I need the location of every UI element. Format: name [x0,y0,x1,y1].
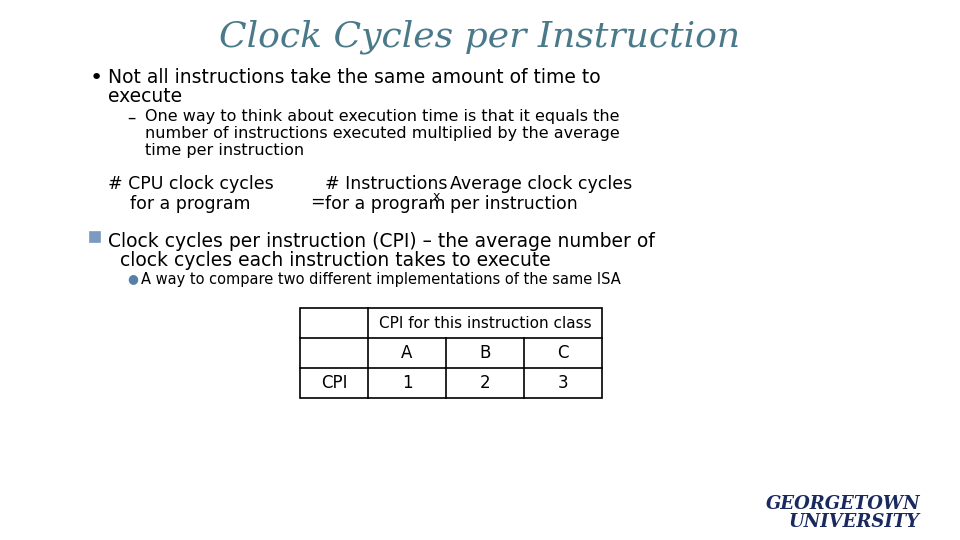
Text: C: C [557,344,568,362]
Text: =: = [310,193,324,211]
Text: Average clock cycles: Average clock cycles [450,175,633,193]
Text: for a program: for a program [325,195,445,213]
Text: B: B [479,344,491,362]
Text: CPI for this instruction class: CPI for this instruction class [378,315,591,330]
Text: time per instruction: time per instruction [145,143,304,158]
Text: Clock cycles per instruction (CPI) – the average number of: Clock cycles per instruction (CPI) – the… [108,232,655,251]
Text: •: • [90,68,104,88]
Bar [90,232,100,242]
Text: Clock Cycles per Instruction: Clock Cycles per Instruction [220,20,740,55]
Text: CPI: CPI [321,374,348,392]
Text: –: – [127,109,135,127]
Text: execute: execute [108,87,182,106]
Bar [300,308,602,398]
Text: GEORGETOWN: GEORGETOWN [765,495,920,513]
Text: number of instructions executed multiplied by the average: number of instructions executed multipli… [145,126,620,141]
Text: for a program: for a program [108,195,251,213]
Text: per instruction: per instruction [450,195,578,213]
Text: ●: ● [127,272,138,285]
Text: A: A [401,344,413,362]
Text: # Instructions: # Instructions [325,175,447,193]
Text: 3: 3 [558,374,568,392]
Text: One way to think about execution time is that it equals the: One way to think about execution time is… [145,109,619,124]
Text: 1: 1 [401,374,412,392]
Text: Not all instructions take the same amount of time to: Not all instructions take the same amoun… [108,68,601,87]
Text: UNIVERSITY: UNIVERSITY [789,513,920,531]
Text: 2: 2 [480,374,491,392]
Text: clock cycles each instruction takes to execute: clock cycles each instruction takes to e… [108,251,551,270]
Text: # CPU clock cycles: # CPU clock cycles [108,175,274,193]
Text: x: x [433,190,441,203]
Text: A way to compare two different implementations of the same ISA: A way to compare two different implement… [141,272,621,287]
